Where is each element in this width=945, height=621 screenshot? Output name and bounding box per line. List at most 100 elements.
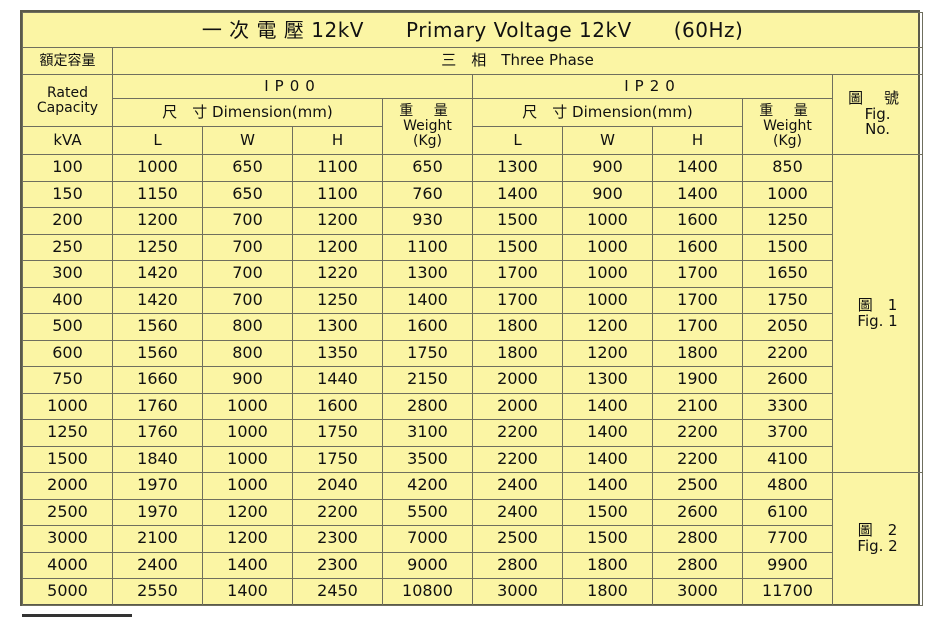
kva-cell: 250 — [22, 233, 113, 261]
ip00-h-cell: 2300 — [292, 525, 383, 553]
table-row: 250 1250 700 1200 1100 1500 1000 1600 1500 — [22, 233, 923, 261]
ip00-w-cell: 1400 — [202, 551, 293, 579]
ip20-l-cell: 1500 — [472, 207, 563, 235]
ip20-weight-cell: 1500 — [742, 233, 833, 261]
table-row: 200 1200 700 1200 930 1500 1000 1600 1250 — [22, 207, 923, 235]
ip20-w-cell: 1500 — [562, 498, 653, 526]
ip20-l-cell: 2400 — [472, 498, 563, 526]
ip20-h-cell: 1800 — [652, 339, 743, 367]
ip00-l-cell: 1560 — [112, 313, 203, 341]
ip20-w-cell: 1400 — [562, 445, 653, 473]
ip20-h-cell: 2600 — [652, 498, 743, 526]
kva-cell: 4000 — [22, 551, 113, 579]
ip00-l-cell: 2400 — [112, 551, 203, 579]
ip20-weight-cell: 1250 — [742, 207, 833, 235]
ip00-w-cell: 900 — [202, 366, 293, 394]
ip00-h-cell: 1300 — [292, 313, 383, 341]
ip20-l-cell: 1400 — [472, 180, 563, 208]
ip20-w-cell: 1200 — [562, 339, 653, 367]
ip00-weight-cell: 3100 — [382, 419, 473, 447]
ip20-weight-cell: 850 — [742, 154, 833, 182]
ip00-w-cell: 700 — [202, 260, 293, 288]
kva-cell: 150 — [22, 180, 113, 208]
table-row: 750 1660 900 1440 2150 2000 1300 1900 2600 — [22, 366, 923, 394]
ip20-header: IP20 — [472, 74, 833, 99]
ip20-w-cell: 1400 — [562, 472, 653, 500]
ip00-h-cell: 2450 — [292, 578, 383, 606]
ip20-weight-cell: 4800 — [742, 472, 833, 500]
ip20-h-cell: 2200 — [652, 419, 743, 447]
ip20-h-cell: 1600 — [652, 207, 743, 235]
ip00-weight-cell: 9000 — [382, 551, 473, 579]
ip20-h-cell: 1400 — [652, 154, 743, 182]
kva-cell: 750 — [22, 366, 113, 394]
ip20-weight-cell: 1000 — [742, 180, 833, 208]
ip20-h-cell: 1700 — [652, 286, 743, 314]
table-row: 2500 1970 1200 2200 5500 2400 1500 2600 6100 — [22, 498, 923, 526]
ip20-l-header: L — [472, 126, 563, 155]
ip00-w-cell: 650 — [202, 180, 293, 208]
ip00-w-cell: 1400 — [202, 578, 293, 606]
ip20-h-cell: 1400 — [652, 180, 743, 208]
kva-cell: 1000 — [22, 392, 113, 420]
ip20-w-cell: 1000 — [562, 233, 653, 261]
ip00-h-cell: 1100 — [292, 180, 383, 208]
kva-cell: 2500 — [22, 498, 113, 526]
ip00-weight-cell: 2150 — [382, 366, 473, 394]
ip00-w-cell: 1000 — [202, 392, 293, 420]
ip00-weight-cell: 1600 — [382, 313, 473, 341]
ip00-weight-cell: 3500 — [382, 445, 473, 473]
ip20-l-cell: 2500 — [472, 525, 563, 553]
ip00-l-cell: 2550 — [112, 578, 203, 606]
ip00-weight-cell: 2800 — [382, 392, 473, 420]
ip20-dimension-header: 尺 寸 Dimension(mm) — [472, 98, 743, 127]
spec-sheet: 一 次 電 壓 12kV Primary Voltage 12kV (60Hz) 額… — [20, 10, 924, 606]
ip20-w-header: W — [562, 126, 653, 155]
ip00-w-cell: 700 — [202, 286, 293, 314]
ip00-weight-cell: 650 — [382, 154, 473, 182]
ip00-w-header: W — [202, 126, 293, 155]
ip00-w-cell: 800 — [202, 339, 293, 367]
ip00-h-cell: 1600 — [292, 392, 383, 420]
ip20-w-cell: 1400 — [562, 419, 653, 447]
ip00-header: IP00 — [112, 74, 473, 99]
ip20-h-cell: 2800 — [652, 551, 743, 579]
kva-cell: 400 — [22, 286, 113, 314]
ip00-weight-cell: 1300 — [382, 260, 473, 288]
ip00-w-cell: 1000 — [202, 445, 293, 473]
ip20-w-cell: 1300 — [562, 366, 653, 394]
ip00-w-cell: 1200 — [202, 525, 293, 553]
figure-ref-1: 圖 1 Fig. 1 — [831, 154, 924, 473]
ip00-h-cell: 2040 — [292, 472, 383, 500]
ip20-h-cell: 2200 — [652, 445, 743, 473]
ip20-l-cell: 1800 — [472, 339, 563, 367]
ip20-h-cell: 1700 — [652, 313, 743, 341]
ip20-l-cell: 2000 — [472, 392, 563, 420]
table-row: 1500 1840 1000 1750 3500 2200 1400 2200 4100 — [22, 445, 923, 473]
ip00-weight-header: 重 量 Weight (Kg) — [382, 98, 473, 155]
kva-cell: 2000 — [22, 472, 113, 500]
capacity-zh-header: 額定容量 — [22, 47, 113, 75]
ip00-l-cell: 1150 — [112, 180, 203, 208]
ip00-w-cell: 1200 — [202, 498, 293, 526]
ip00-dimension-header: 尺 寸 Dimension(mm) — [112, 98, 383, 127]
ip20-h-cell: 3000 — [652, 578, 743, 606]
ip00-weight-cell: 5500 — [382, 498, 473, 526]
ip20-weight-cell: 2200 — [742, 339, 833, 367]
ip00-w-cell: 800 — [202, 313, 293, 341]
ip00-weight-cell: 930 — [382, 207, 473, 235]
ip20-l-cell: 3000 — [472, 578, 563, 606]
ip20-w-cell: 1200 — [562, 313, 653, 341]
table-row: 600 1560 800 1350 1750 1800 1200 1800 2200 — [22, 339, 923, 367]
ip20-h-cell: 2500 — [652, 472, 743, 500]
ip20-w-cell: 900 — [562, 180, 653, 208]
ip00-h-cell: 1750 — [292, 445, 383, 473]
ip20-l-cell: 1500 — [472, 233, 563, 261]
kva-cell: 200 — [22, 207, 113, 235]
ip20-weight-cell: 9900 — [742, 551, 833, 579]
table-row: 5000 2550 1400 2450 10800 3000 1800 3000 11700 — [22, 578, 923, 606]
ip20-w-cell: 1400 — [562, 392, 653, 420]
ip00-weight-cell: 1100 — [382, 233, 473, 261]
ip20-weight-cell: 11700 — [742, 578, 833, 606]
